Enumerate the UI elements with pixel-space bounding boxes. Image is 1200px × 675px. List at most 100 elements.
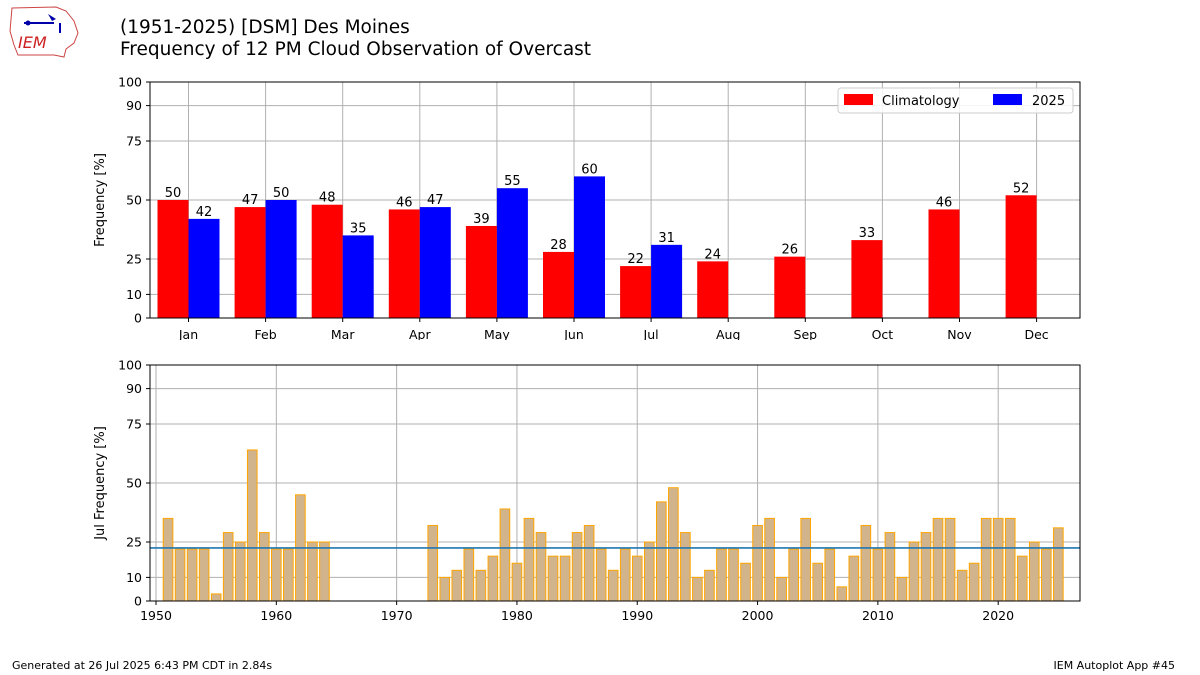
y-tick-label: 50 [126,193,142,208]
bar-year-1960 [271,548,282,602]
bar-year-1990 [631,555,643,602]
y-tick-label: 50 [126,476,142,491]
bar-year-1956 [222,532,234,602]
bar-year-2008 [848,555,860,602]
y-axis-label: Frequency [%] [93,153,108,247]
data-label: 35 [350,221,367,236]
x-tick-label: 1950 [140,608,172,623]
x-tick-label: Mar [331,327,355,340]
bar-2025-may [496,188,528,318]
x-tick-label: Nov [947,327,972,340]
x-tick-label: Dec [1024,327,1048,340]
bar-year-1995 [692,576,703,602]
x-tick-label: Sep [794,327,818,340]
bar-year-2012 [896,576,908,602]
bar-year-1985 [571,532,583,602]
bar-year-1997 [716,548,727,602]
data-label: 39 [473,212,490,227]
bar-year-2014 [920,532,932,602]
bar-year-1996 [704,569,715,602]
bar-year-2011 [884,532,896,602]
bar-year-2020 [992,517,1004,602]
bar-year-2023 [1028,541,1040,602]
bar-year-1958 [246,449,258,602]
plot-frame [149,364,1081,602]
bar-year-2017 [956,569,968,602]
plot-frame [149,81,1081,319]
bar-year-1974 [439,576,451,602]
bar-year-2010 [872,548,884,602]
bar-climatology-nov [928,209,960,318]
bar-year-1979 [499,508,511,602]
data-label: 46 [936,195,953,210]
bar-climatology-may [465,225,497,318]
data-label: 28 [550,238,567,253]
data-label: 22 [627,252,644,267]
bar-2025-feb [265,200,297,318]
bar-year-1954 [198,548,210,602]
bar-climatology-sep [774,256,806,318]
y-tick-label: 100 [118,358,142,373]
data-label: 52 [1013,181,1030,196]
bar-year-1973 [427,524,439,602]
bar-year-2006 [824,548,836,602]
data-label: 33 [859,226,876,241]
yearly-frequency-chart: 0 10 25 50 75 90 100 1950 1960 1970 1980 1990 2000 20… [93,358,1081,623]
bar-climatology-jun [543,251,574,318]
bar-year-1961 [283,548,294,602]
bar-year-2013 [908,541,920,602]
x-tick-label: Oct [872,327,894,340]
x-tick-label: Feb [255,327,277,340]
bar-year-1989 [619,548,631,602]
bar-year-2000 [752,524,763,602]
legend-swatch-2025 [993,94,1022,105]
chart-title-line-2: Frequency of 12 PM Cloud Observation of … [120,39,592,60]
bar-year-2019 [980,517,992,602]
logo-text: IEM [18,33,47,52]
bar-year-2009 [860,524,872,602]
data-label: 47 [427,193,444,208]
monthly-frequency-chart: 0 10 25 50 75 90 100 Jan Feb Mar Apr May Jun Jul Aug Se… [93,75,1081,340]
y-tick-label: 90 [126,381,142,396]
bar-2025-apr [419,207,451,318]
x-tick-label: 2010 [862,608,894,623]
y-tick-label: 0 [134,311,142,326]
bar-year-2021 [1004,517,1016,602]
bar-year-1984 [559,555,571,602]
bar-year-1963 [307,541,318,602]
y-tick-label: 10 [126,287,142,302]
bar-year-1998 [728,548,739,602]
x-tick-label: Apr [409,327,431,340]
bar-2025-jun [574,176,605,318]
x-tick-label: 1960 [260,608,292,623]
bar-year-1987 [595,548,607,602]
y-tick-label: 75 [126,134,142,149]
bar-year-1994 [680,532,691,602]
bar-year-2004 [800,517,812,602]
data-label: 47 [242,193,259,208]
bar-year-1986 [583,524,595,602]
legend-label-climatology: Climatology [882,94,960,109]
bar-climatology-jul [620,266,652,318]
bar-year-1975 [451,569,463,602]
bar-year-1957 [234,541,246,602]
bar-climatology-dec [1005,195,1037,318]
bar-year-2022 [1016,555,1028,602]
y-tick-label: 25 [126,535,142,550]
bar-climatology-apr [388,209,420,318]
bar-year-2024 [1041,548,1052,602]
bar-2025-mar [342,235,374,318]
y-axis-label: Jul Frequency [%] [93,426,108,541]
y-tick-label: 25 [126,252,142,267]
x-tick-label: 2020 [982,608,1014,623]
x-tick-label: Jun [563,327,584,340]
x-tick-label: Jan [178,327,198,340]
bar-year-1982 [535,532,547,602]
data-label: 26 [782,243,799,258]
bar-year-2003 [788,548,799,602]
bar-year-1976 [463,548,475,602]
bar-climatology-mar [311,204,343,318]
data-label: 24 [704,247,721,262]
bar-year-1964 [319,541,330,602]
y-tick-label: 75 [126,417,142,432]
